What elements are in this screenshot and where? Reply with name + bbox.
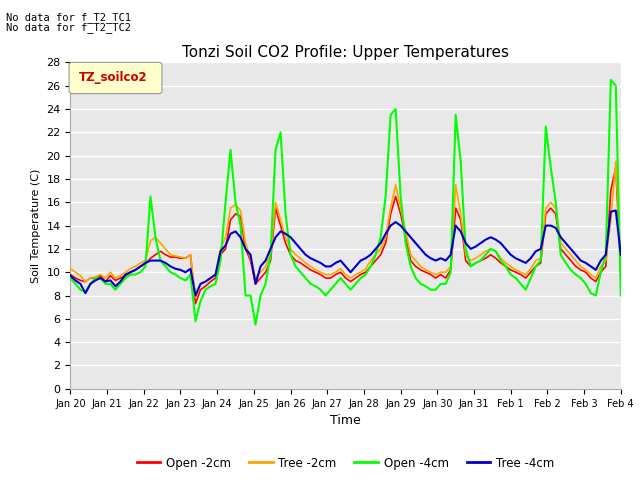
- Title: Tonzi Soil CO2 Profile: Upper Temperatures: Tonzi Soil CO2 Profile: Upper Temperatur…: [182, 45, 509, 60]
- Text: No data for f_T2_TC2: No data for f_T2_TC2: [6, 22, 131, 33]
- Text: TZ_soilco2: TZ_soilco2: [79, 72, 147, 84]
- Text: No data for f_T2_TC1: No data for f_T2_TC1: [6, 12, 131, 23]
- Y-axis label: Soil Temperature (C): Soil Temperature (C): [31, 168, 41, 283]
- X-axis label: Time: Time: [330, 414, 361, 427]
- Legend: Open -2cm, Tree -2cm, Open -4cm, Tree -4cm: Open -2cm, Tree -2cm, Open -4cm, Tree -4…: [132, 452, 559, 474]
